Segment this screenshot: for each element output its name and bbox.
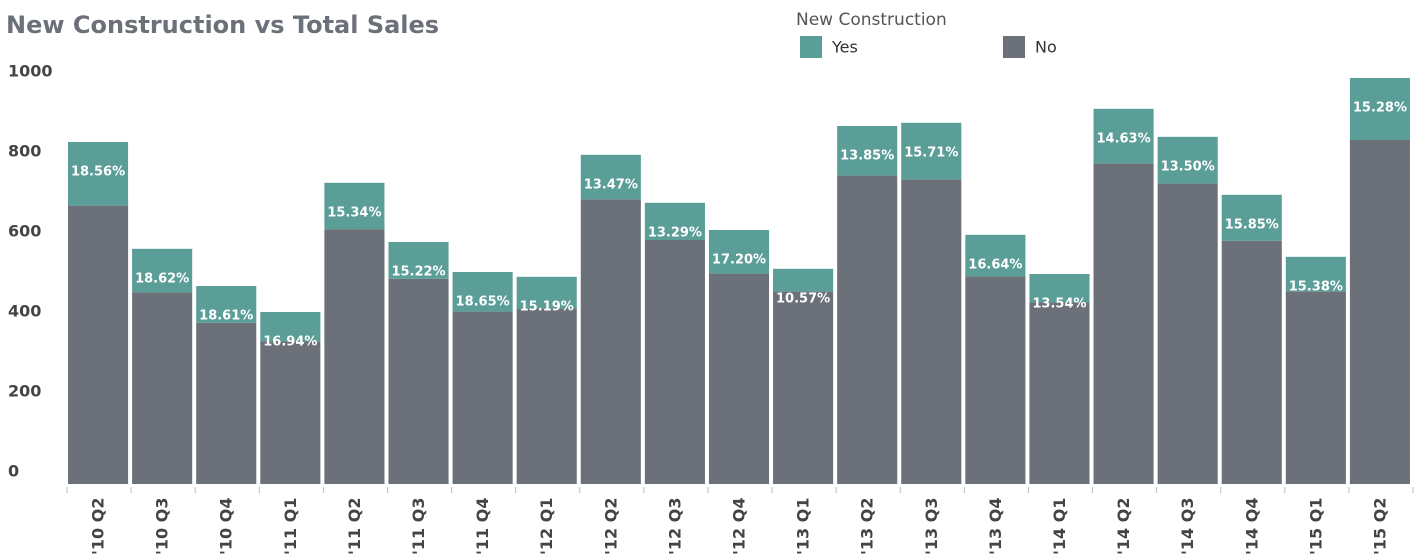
bar-segment xyxy=(1157,136,1218,184)
x-tick-label: '11 Q1 xyxy=(281,498,300,555)
y-tick-label: 200 xyxy=(8,382,41,401)
x-tick-label: '11 Q3 xyxy=(409,498,428,555)
bar-segment xyxy=(837,175,898,484)
y-tick-label: 0 xyxy=(8,462,19,481)
bar-segment xyxy=(132,248,193,293)
y-tick-label: 400 xyxy=(8,302,41,321)
bar-segment xyxy=(324,229,385,484)
y-tick-label: 800 xyxy=(8,142,41,161)
bar-segment xyxy=(1029,274,1090,303)
share-label: 13.54% xyxy=(1032,297,1086,312)
bar-segment xyxy=(773,291,834,484)
x-tick-label: '14 Q3 xyxy=(1178,498,1197,555)
bar-segment xyxy=(901,179,962,484)
legend-label: No xyxy=(1035,38,1057,57)
bar-segment xyxy=(1349,140,1410,484)
share-label: 13.85% xyxy=(840,149,894,164)
bar-segment xyxy=(452,272,513,312)
bar-segment xyxy=(68,205,129,484)
x-tick-label: '13 Q4 xyxy=(986,498,1005,555)
share-label: 15.28% xyxy=(1353,101,1407,116)
bar-segment xyxy=(965,234,1026,277)
x-tick-label: '11 Q4 xyxy=(473,498,492,555)
bar-segment xyxy=(1221,194,1282,241)
share-label: 18.61% xyxy=(199,309,253,324)
share-label: 15.19% xyxy=(520,299,574,314)
x-tick-label: '12 Q4 xyxy=(730,498,749,555)
share-label: 18.62% xyxy=(135,271,189,286)
share-label: 15.34% xyxy=(327,205,381,220)
bar-segment xyxy=(68,142,129,206)
bar-segment xyxy=(1029,302,1090,484)
bar-segment xyxy=(388,278,449,484)
x-tick-label: '13 Q1 xyxy=(794,498,813,555)
bar-segment xyxy=(260,312,321,342)
legend-swatch xyxy=(1003,36,1025,58)
bar-segment xyxy=(196,322,257,484)
bar-segment xyxy=(837,126,898,176)
share-label: 10.57% xyxy=(776,291,830,306)
x-tick-label: '14 Q2 xyxy=(1114,498,1133,555)
legend-title: New Construction xyxy=(796,10,947,30)
bar-segment xyxy=(708,273,770,484)
share-label: 13.50% xyxy=(1161,159,1215,174)
bar-segment xyxy=(1157,183,1218,484)
bar-segment xyxy=(1349,78,1410,140)
bar-segment xyxy=(580,154,641,200)
x-tick-label: '15 Q2 xyxy=(1370,498,1389,555)
bar-segment xyxy=(1285,256,1346,292)
legend-swatch xyxy=(800,36,822,58)
share-label: 17.20% xyxy=(712,253,766,268)
x-tick-label: '12 Q2 xyxy=(601,498,620,555)
share-label: 18.65% xyxy=(456,295,510,310)
bar-segment xyxy=(644,202,705,240)
x-tick-label: '10 Q2 xyxy=(89,498,108,555)
share-label: 15.71% xyxy=(904,145,958,160)
bar-segment xyxy=(516,308,577,484)
x-tick-label: '13 Q3 xyxy=(922,498,941,555)
bar-segment xyxy=(580,199,641,484)
share-label: 15.85% xyxy=(1225,217,1279,232)
bar-segment xyxy=(516,276,577,309)
bar-segment xyxy=(773,268,834,292)
x-tick-label: '15 Q1 xyxy=(1306,498,1325,555)
bar-segment xyxy=(1093,163,1154,484)
bar-segment xyxy=(1093,108,1154,164)
x-tick-label: '12 Q3 xyxy=(665,498,684,555)
chart-title: New Construction vs Total Sales xyxy=(6,11,439,39)
x-tick-label: '10 Q4 xyxy=(217,498,236,555)
x-tick-label: '10 Q3 xyxy=(153,498,172,555)
x-tick-label: '13 Q2 xyxy=(858,498,877,555)
bar-segment xyxy=(324,182,385,230)
share-label: 18.56% xyxy=(71,165,125,180)
share-label: 16.64% xyxy=(968,257,1022,272)
bar-segment xyxy=(132,292,193,484)
bar-segment xyxy=(1221,240,1282,484)
share-label: 14.63% xyxy=(1096,131,1150,146)
y-tick-label: 600 xyxy=(8,222,41,241)
bar-segment xyxy=(901,122,962,180)
bar-segment xyxy=(388,242,449,279)
x-tick-label: '11 Q2 xyxy=(345,498,364,555)
bar-segment xyxy=(644,240,705,484)
share-label: 15.22% xyxy=(391,265,445,280)
share-label: 16.94% xyxy=(263,335,317,350)
share-label: 13.47% xyxy=(584,177,638,192)
x-tick-label: '14 Q1 xyxy=(1050,498,1069,555)
bar-segment xyxy=(965,276,1026,484)
x-tick-label: '14 Q4 xyxy=(1242,498,1261,555)
bar-segment xyxy=(708,230,770,274)
share-label: 13.29% xyxy=(648,225,702,240)
bar-segment xyxy=(1285,291,1346,484)
share-label: 15.38% xyxy=(1289,279,1343,294)
legend-label: Yes xyxy=(831,38,858,57)
bar-segment xyxy=(196,286,257,323)
bar-segment xyxy=(452,311,513,484)
bar-segment xyxy=(260,341,321,484)
x-tick-label: '12 Q1 xyxy=(537,498,556,555)
y-tick-label: 1000 xyxy=(8,62,53,81)
